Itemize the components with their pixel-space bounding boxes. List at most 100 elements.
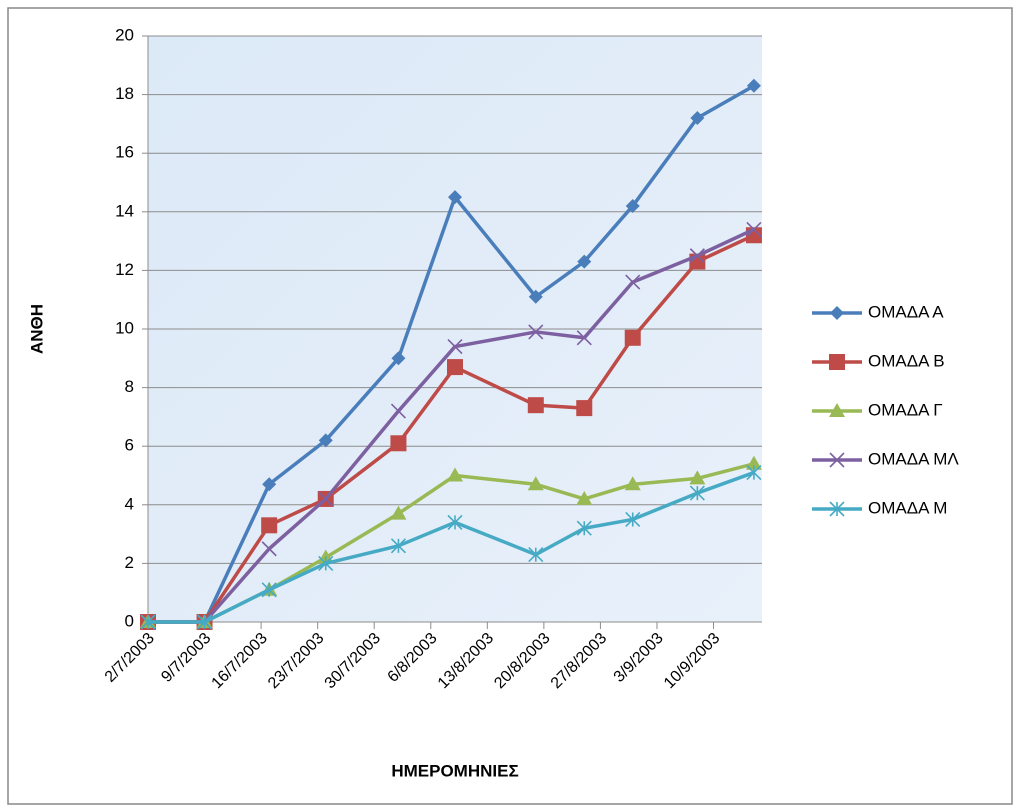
marker-shape — [577, 254, 592, 269]
marker-shape — [140, 614, 156, 630]
marker-shape — [625, 198, 640, 213]
marker — [261, 517, 278, 534]
marker — [745, 455, 762, 470]
marker-shape — [576, 330, 592, 346]
marker — [318, 555, 334, 571]
marker-shape — [745, 455, 762, 470]
marker-shape — [447, 359, 463, 376]
marker — [447, 514, 463, 530]
marker — [318, 433, 333, 448]
marker — [829, 403, 845, 417]
marker — [261, 541, 277, 557]
marker-shape — [829, 452, 845, 468]
marker-shape — [528, 547, 544, 563]
y-axis-label: ΑΝΘΗ — [27, 304, 46, 354]
legend-label: ΟΜΑΔΑ Γ — [868, 400, 943, 419]
marker-shape — [261, 541, 277, 557]
marker-shape — [625, 274, 641, 290]
marker-shape — [390, 538, 407, 554]
legend-label: ΟΜΑΔΑ Α — [868, 302, 944, 321]
marker-shape — [318, 491, 334, 507]
y-tick-label: 18 — [115, 84, 134, 103]
marker — [448, 190, 462, 205]
marker — [528, 324, 544, 340]
marker-shape — [576, 490, 593, 505]
marker-shape — [196, 614, 213, 630]
marker-shape — [746, 465, 762, 481]
marker-shape — [318, 555, 334, 571]
marker — [746, 465, 762, 481]
marker-shape — [527, 397, 544, 414]
marker-shape — [576, 400, 593, 417]
marker-shape — [624, 329, 641, 346]
marker-shape — [390, 403, 407, 419]
marker — [576, 490, 593, 505]
marker-shape — [746, 221, 762, 237]
y-tick-label: 2 — [125, 553, 134, 572]
marker-shape — [624, 476, 641, 491]
marker — [447, 359, 463, 376]
y-tick-label: 10 — [115, 318, 134, 337]
legend-label: ΟΜΑΔΑ Β — [868, 351, 945, 370]
marker-shape — [746, 78, 761, 93]
marker-shape — [689, 470, 706, 485]
x-axis-label: ΗΜΕΡΟΜΗΝΙΕΣ — [391, 761, 518, 780]
marker — [390, 435, 407, 452]
marker — [830, 306, 844, 320]
marker — [689, 470, 706, 485]
marker — [625, 511, 641, 528]
y-tick-label: 0 — [125, 611, 134, 630]
marker-shape — [689, 485, 705, 501]
marker — [140, 614, 156, 630]
marker — [576, 400, 593, 417]
marker-shape — [447, 339, 463, 355]
marker-shape — [689, 248, 705, 264]
marker — [689, 485, 705, 501]
marker — [829, 452, 845, 468]
marker — [624, 476, 641, 491]
marker-shape — [625, 511, 641, 528]
marker — [391, 351, 406, 366]
marker — [262, 477, 277, 492]
marker-shape — [829, 354, 845, 370]
y-tick-label: 6 — [125, 436, 134, 455]
marker — [577, 254, 592, 269]
marker — [196, 614, 213, 630]
marker — [318, 491, 334, 507]
marker-shape — [261, 517, 278, 534]
marker — [829, 501, 845, 517]
marker-shape — [261, 582, 277, 598]
marker — [261, 582, 277, 598]
y-tick-label: 8 — [125, 377, 134, 396]
marker — [528, 289, 543, 304]
marker-shape — [829, 501, 845, 517]
y-tick-label: 16 — [115, 143, 134, 162]
marker-shape — [528, 324, 544, 340]
legend-label: ΟΜΑΔΑ Μ — [868, 498, 947, 517]
marker — [390, 505, 407, 520]
marker — [528, 547, 544, 563]
marker — [746, 78, 761, 93]
y-tick-label: 20 — [115, 25, 134, 44]
y-tick-label: 14 — [115, 201, 134, 220]
marker — [625, 274, 641, 290]
marker-shape — [690, 111, 705, 126]
marker — [447, 339, 463, 355]
marker-shape — [390, 435, 407, 452]
marker-shape — [447, 467, 463, 482]
marker-shape — [390, 505, 407, 520]
marker — [527, 397, 544, 414]
marker — [624, 329, 641, 346]
marker-shape — [830, 306, 844, 320]
marker-shape — [528, 289, 543, 304]
legend-label: ΟΜΑΔΑ ΜΛ — [868, 449, 959, 468]
marker-shape — [391, 351, 406, 366]
marker — [527, 476, 544, 491]
marker — [829, 354, 845, 370]
marker — [390, 538, 407, 554]
marker — [576, 330, 592, 346]
marker-shape — [527, 476, 544, 491]
marker — [576, 520, 592, 536]
y-tick-label: 12 — [115, 260, 134, 279]
